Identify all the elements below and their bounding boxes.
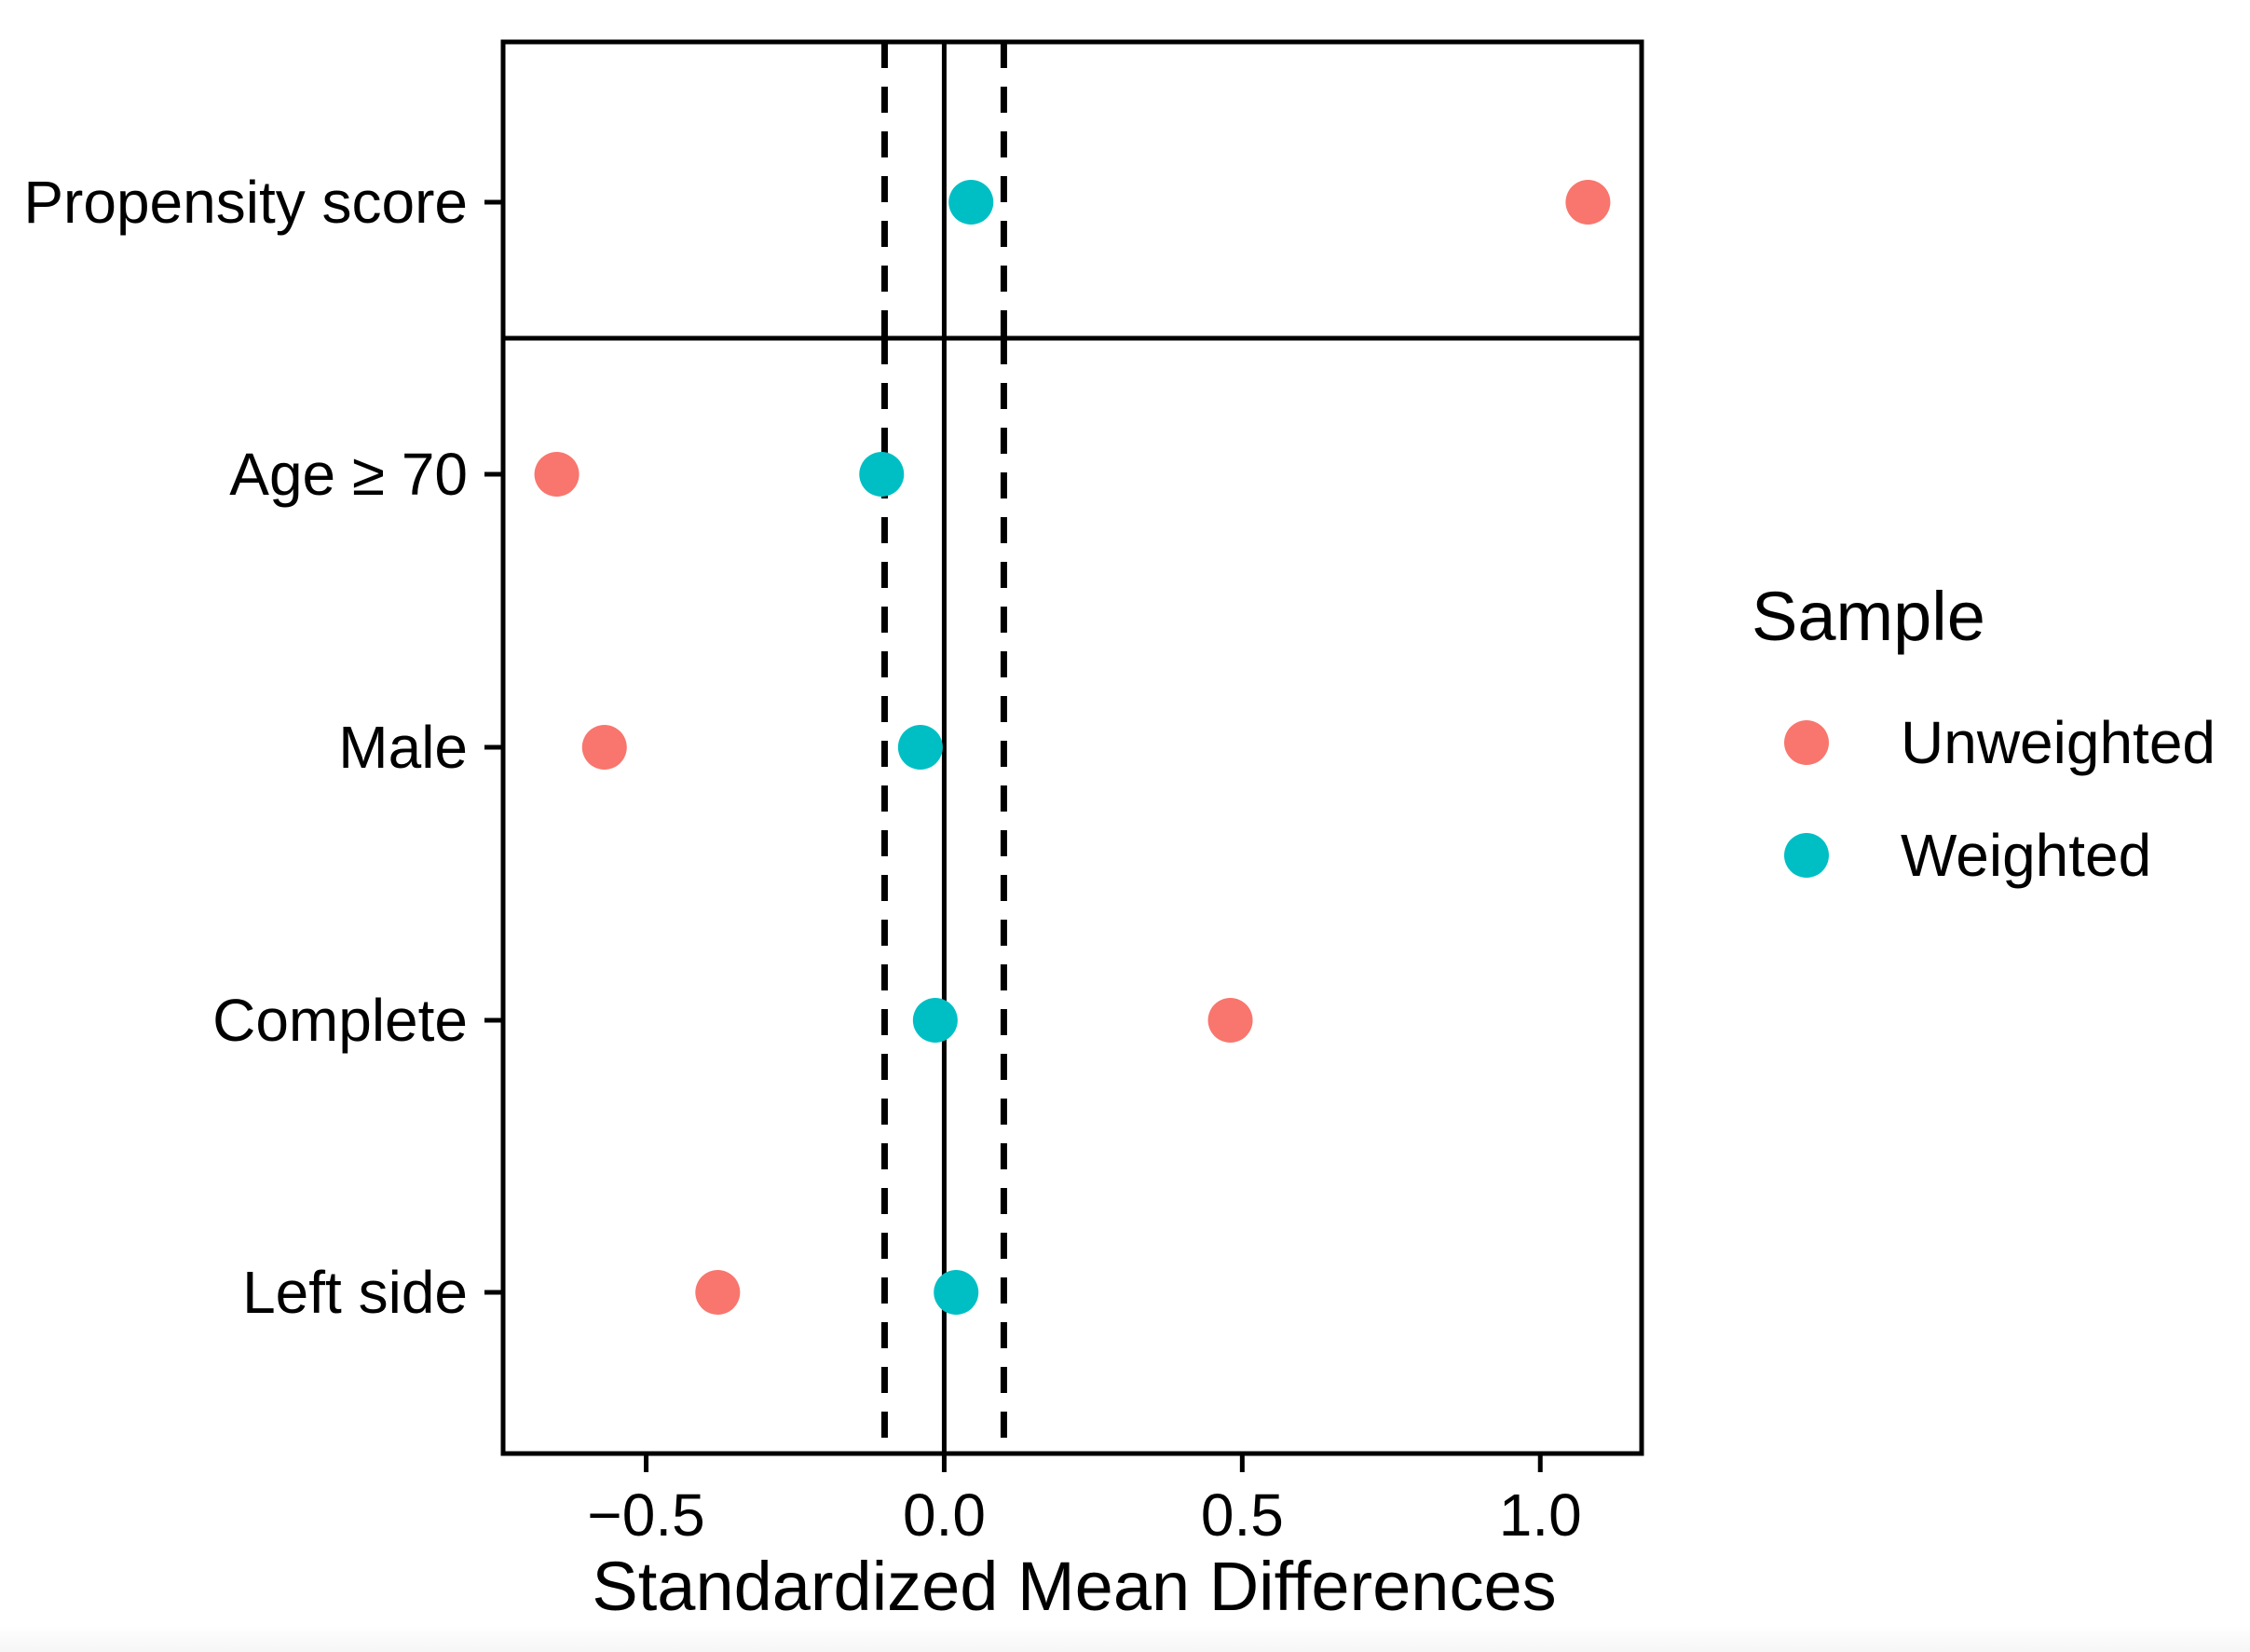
- x-tick-label: 0.5: [1201, 1481, 1284, 1549]
- y-tick-label: Propensity score: [23, 169, 468, 236]
- panel-covariates-border: [500, 335, 1644, 1456]
- legend-key-unweighted: [1784, 720, 1829, 765]
- point-weighted: [859, 452, 905, 497]
- y-tick-label: Complete: [212, 987, 468, 1054]
- reference-lines: [880, 42, 1007, 1454]
- legend-key-weighted: [1784, 833, 1829, 878]
- point-weighted: [934, 1270, 979, 1315]
- point-weighted: [897, 725, 943, 770]
- y-tick-label: Age ≥ 70: [229, 441, 468, 508]
- y-axis: Propensity score Age ≥ 70 Male Complete Left…: [23, 169, 503, 1326]
- legend-label-unweighted: Unweighted: [1901, 709, 2216, 776]
- point-unweighted: [534, 452, 580, 497]
- y-tick-label: Left side: [242, 1259, 468, 1326]
- x-axis: −0.5 0.0 0.5 1.0: [587, 1454, 1582, 1549]
- point-unweighted: [695, 1270, 741, 1315]
- y-tick-label: Male: [338, 714, 468, 781]
- x-tick-label: 0.0: [903, 1481, 986, 1549]
- legend-title: Sample: [1752, 578, 1985, 655]
- point-weighted: [912, 998, 958, 1043]
- panel-propensity-border: [500, 39, 1644, 341]
- x-tick-label: −0.5: [587, 1481, 704, 1549]
- points: [534, 180, 1611, 1315]
- panels: [500, 39, 1644, 1456]
- point-weighted: [948, 180, 994, 225]
- point-unweighted: [1207, 998, 1253, 1043]
- legend: Sample Unweighted Weighted: [1752, 578, 2216, 889]
- x-tick-label: 1.0: [1499, 1481, 1582, 1549]
- point-unweighted: [1565, 180, 1611, 225]
- x-axis-title: Standardized Mean Differences: [592, 1548, 1556, 1625]
- bottom-fade: [0, 1626, 2250, 1652]
- legend-label-weighted: Weighted: [1901, 822, 2151, 889]
- point-unweighted: [581, 725, 627, 770]
